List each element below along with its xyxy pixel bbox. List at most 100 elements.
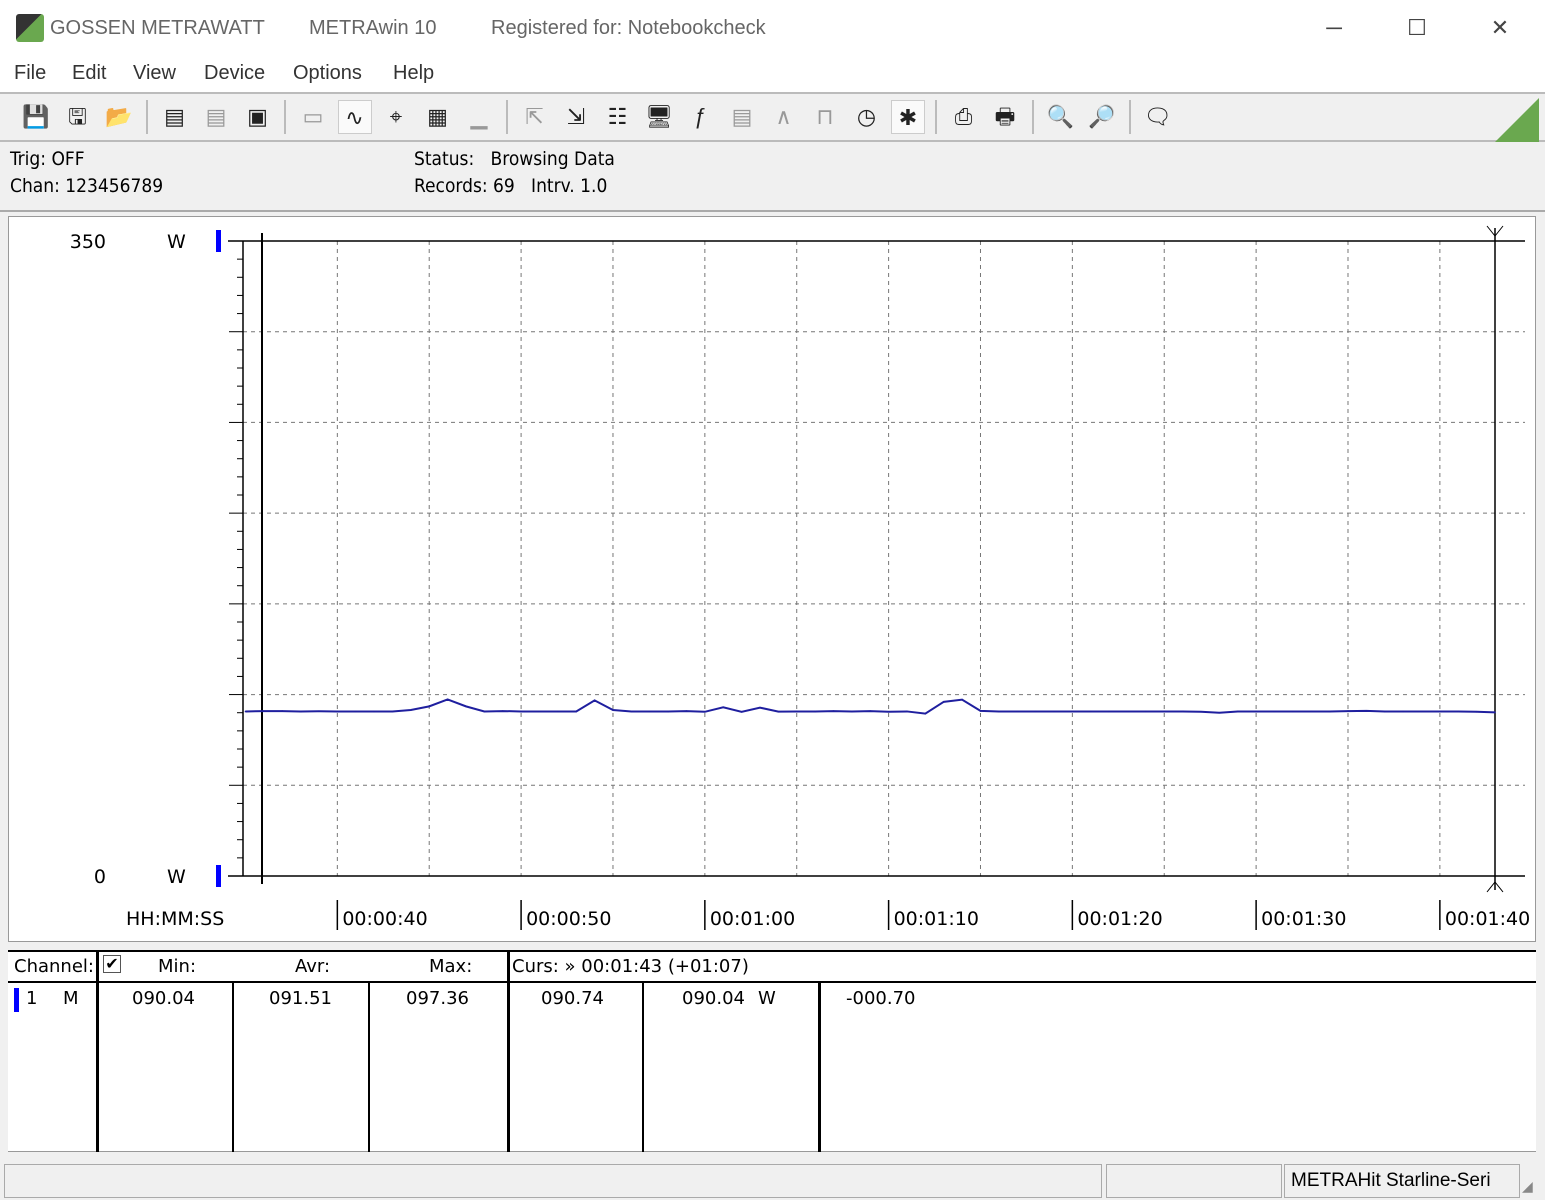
- y-min-label: 0: [94, 866, 106, 888]
- sampling-icon[interactable]: ⊓: [816, 104, 834, 129]
- signal-icon[interactable]: ∧: [775, 104, 792, 129]
- data-point: [538, 710, 541, 713]
- channel-number: 1: [26, 988, 38, 1009]
- data-point: [1439, 710, 1441, 713]
- cursor-unit: W: [758, 988, 776, 1009]
- channel-scale-marker: [216, 230, 221, 252]
- resize-grip-icon[interactable]: ◢: [1522, 1178, 1533, 1194]
- menu-options[interactable]: Options: [293, 62, 362, 84]
- data-point: [1328, 710, 1331, 713]
- data-point: [1200, 711, 1202, 713]
- channel-table: Channel: ✔ Min: Avr: Max: Curs: » 00:01:…: [8, 950, 1536, 1152]
- data-point: [648, 710, 651, 713]
- trigger-icon[interactable]: ✱: [891, 100, 925, 134]
- data-point: [1071, 710, 1074, 713]
- data-point: [1402, 710, 1404, 713]
- data-point: [1347, 710, 1349, 712]
- function-icon[interactable]: ƒ: [694, 104, 707, 129]
- x-tick-label: 00:01:20: [1077, 908, 1162, 930]
- export-icon[interactable]: ⇱: [525, 104, 544, 129]
- menu-help[interactable]: Help: [393, 62, 435, 84]
- data-point: [630, 710, 633, 713]
- max-value: 097.36: [406, 988, 469, 1009]
- toolbar-separator: [1031, 100, 1034, 134]
- channel-list: Chan: 123456789: [10, 175, 164, 197]
- clock-icon[interactable]: ◷: [856, 104, 877, 129]
- channel-checkbox[interactable]: ✔: [103, 955, 121, 973]
- x-tick-label: 00:00:50: [526, 908, 611, 930]
- device-settings-icon[interactable]: ▤: [731, 104, 753, 129]
- data-point: [1255, 710, 1257, 713]
- menu-view[interactable]: View: [133, 62, 176, 84]
- data-point: [777, 710, 780, 713]
- data-point: [1475, 711, 1478, 713]
- data-point: [1089, 710, 1092, 713]
- cursor-value-2: 090.04: [682, 988, 745, 1009]
- cursor-diff: -000.70: [846, 988, 916, 1009]
- data-point: [1108, 710, 1110, 713]
- cursor-bottom-handle[interactable]: [1486, 881, 1504, 893]
- data-point: [410, 709, 412, 711]
- data-point: [575, 710, 578, 713]
- close-button[interactable]: ✕: [1490, 15, 1510, 40]
- print-chart-icon[interactable]: ⎙: [954, 104, 973, 129]
- data-point: [1365, 710, 1368, 712]
- data-point: [318, 710, 320, 713]
- data-point: [869, 710, 872, 712]
- channel-config-icon[interactable]: ☷: [607, 104, 628, 129]
- info-icon[interactable]: 🗨: [1143, 104, 1172, 129]
- chart-panel[interactable]: 350 0 W W HH:MM:SS 00:00:40 00:00:50 00:01:00 00…: [8, 216, 1536, 942]
- data-point: [520, 710, 522, 713]
- device-disconnect-icon[interactable]: ▤: [205, 104, 227, 129]
- data-point: [428, 705, 431, 708]
- status-bar: METRAHit Starline-Seri ◢: [0, 1162, 1545, 1200]
- data-point: [1457, 710, 1460, 713]
- data-point: [722, 706, 725, 709]
- data-point: [373, 710, 375, 713]
- cursor-value-1: 090.74: [541, 988, 604, 1009]
- data-point: [299, 710, 302, 713]
- save-icon[interactable]: 💾: [22, 104, 50, 129]
- toolbar: 💾 🖫 📂 ▤ ▤ ▣ ▭ ∿ ⌖ ▦ ▁ ⇱ ⇲ ☷ 🖥 ƒ ▤ ∧ ⊓ ◷ ✱ ⎙ 🖶 🔍 🔎 🗨: [0, 92, 1545, 142]
- import-icon[interactable]: ⇲: [566, 104, 586, 129]
- data-point: [1310, 710, 1313, 713]
- numeric-display-icon[interactable]: ▭: [302, 104, 324, 129]
- waveform-view-icon[interactable]: ∿: [337, 100, 372, 134]
- monitor-icon[interactable]: 🖥: [645, 104, 673, 129]
- data-point: [354, 710, 357, 713]
- signal-strength-icon: [1495, 98, 1539, 142]
- brand-title: GOSSEN METRAWATT: [50, 17, 265, 39]
- data-point: [557, 710, 559, 713]
- print-icon[interactable]: 🖶: [994, 104, 1016, 129]
- menu-edit[interactable]: Edit: [72, 62, 107, 84]
- header-avr: Avr:: [295, 956, 331, 977]
- cursor-top-handle[interactable]: [1486, 225, 1504, 237]
- data-point: [924, 712, 927, 715]
- data-point: [1163, 710, 1166, 713]
- minimize-button[interactable]: ─: [1326, 15, 1342, 40]
- channel-color-marker: [14, 988, 19, 1012]
- crosshair-icon[interactable]: ⌖: [389, 104, 403, 129]
- data-point: [667, 710, 669, 713]
- open-folder-icon[interactable]: 📂: [105, 104, 133, 129]
- device-read-icon[interactable]: ▤: [164, 104, 185, 129]
- histogram-icon[interactable]: ▁: [470, 104, 488, 129]
- menu-file[interactable]: File: [14, 62, 47, 84]
- data-point: [961, 698, 963, 701]
- info-panel: Trig: OFF Chan: 123456789 Status: Browsi…: [0, 142, 1545, 212]
- maximize-button[interactable]: ☐: [1407, 15, 1427, 40]
- data-point: [336, 710, 339, 713]
- data-point: [281, 710, 284, 712]
- data-point: [1016, 710, 1019, 713]
- menu-device[interactable]: Device: [204, 62, 266, 84]
- zoom-all-icon[interactable]: 🔍: [1046, 104, 1075, 129]
- data-point: [465, 705, 467, 708]
- line-chart[interactable]: 350 0 W W HH:MM:SS 00:00:40 00:00:50 00:01:00 00…: [0, 0, 1530, 930]
- toolbar-separator: [284, 100, 286, 134]
- zoom-peak-icon[interactable]: 🔎: [1088, 104, 1116, 129]
- app-logo-icon: [16, 14, 44, 42]
- table-view-icon[interactable]: ▦: [427, 104, 448, 129]
- save-as-icon[interactable]: 🖫: [68, 104, 87, 129]
- device-memory-icon[interactable]: ▣: [247, 104, 268, 129]
- status-text: Status: Browsing Data: [414, 148, 615, 170]
